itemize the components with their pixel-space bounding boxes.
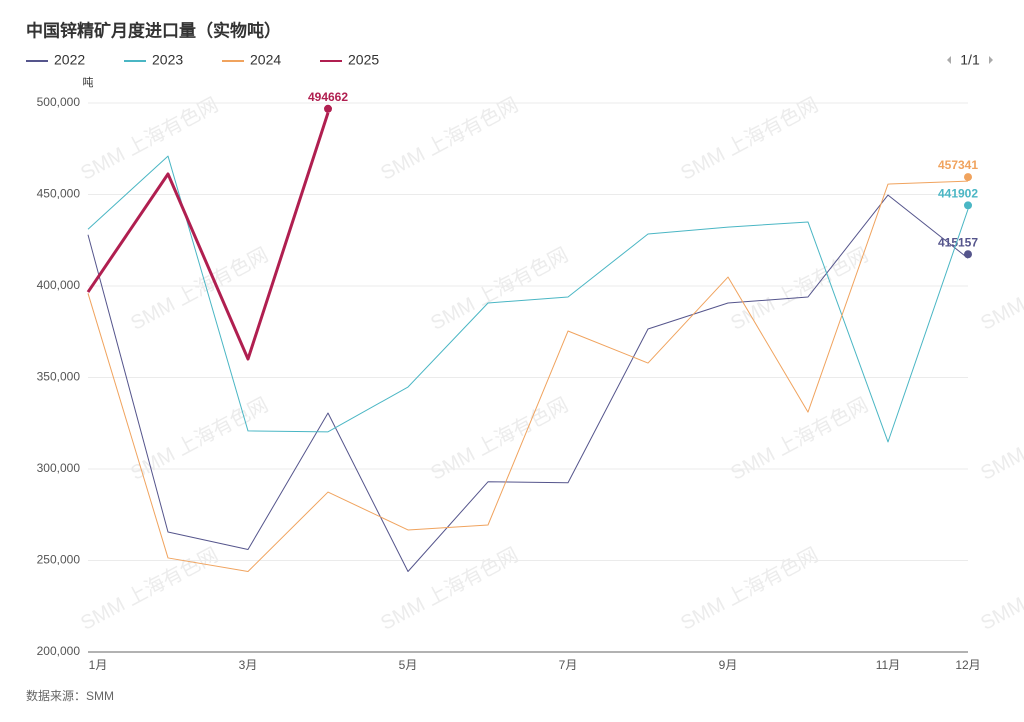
y-tick-label: 400,000 xyxy=(37,278,81,292)
y-tick-label: 350,000 xyxy=(37,370,81,384)
series-line xyxy=(87,180,969,572)
y-tick-label: 500,000 xyxy=(37,95,81,109)
watermark: SMM 上海有色网 xyxy=(977,243,1024,335)
series-line xyxy=(86,112,330,361)
data-label: 441902 xyxy=(938,186,978,200)
chart-title: 中国锌精矿月度进口量（实物吨） xyxy=(26,20,281,40)
watermark: SMM 上海有色网 xyxy=(727,393,872,485)
watermark: SMM 上海有色网 xyxy=(727,243,872,335)
watermark: SMM 上海有色网 xyxy=(377,543,522,635)
data-label: 457341 xyxy=(938,158,978,172)
x-tick-label: 12月 xyxy=(955,658,980,672)
legend-label: 2025 xyxy=(348,52,379,68)
watermark: SMM 上海有色网 xyxy=(377,93,522,185)
end-marker xyxy=(964,173,972,182)
x-tick-label: 11月 xyxy=(876,658,900,672)
x-tick-label: 3月 xyxy=(239,658,258,672)
page-next[interactable] xyxy=(989,56,993,64)
end-marker xyxy=(324,104,332,113)
page-prev[interactable] xyxy=(947,56,951,64)
data-label: 415157 xyxy=(938,235,978,249)
watermark: SMM 上海有色网 xyxy=(977,543,1024,635)
x-tick-label: 7月 xyxy=(559,658,578,672)
x-tick-label: 5月 xyxy=(399,658,418,672)
watermark: SMM 上海有色网 xyxy=(77,93,222,185)
y-tick-label: 200,000 xyxy=(37,644,81,658)
watermark: SMM 上海有色网 xyxy=(427,393,572,485)
legend-label: 2022 xyxy=(54,52,85,68)
watermark: SMM 上海有色网 xyxy=(677,93,822,185)
y-tick-label: 300,000 xyxy=(37,461,81,475)
y-tick-label: 250,000 xyxy=(37,553,81,567)
source: 数据来源：SMM xyxy=(26,688,114,703)
watermark: SMM 上海有色网 xyxy=(427,243,572,335)
y-tick-label: 450,000 xyxy=(37,187,81,201)
series-line xyxy=(87,194,969,572)
watermark: SMM 上海有色网 xyxy=(127,243,272,335)
end-marker xyxy=(964,201,972,210)
end-marker xyxy=(964,250,972,259)
watermark: SMM 上海有色网 xyxy=(677,543,822,635)
data-label: 494662 xyxy=(308,90,348,104)
legend-label: 2024 xyxy=(250,52,281,68)
series-line xyxy=(87,155,969,443)
y-unit: 吨 xyxy=(83,76,94,89)
x-tick-label: 1月 xyxy=(89,658,108,672)
watermarks: SMM 上海有色网 SMM 上海有色网 SMM 上海有色网 SMM 上海有色网 SMM … xyxy=(77,93,1024,635)
x-tick-label: 9月 xyxy=(719,658,738,672)
watermark: SMM 上海有色网 xyxy=(77,543,222,635)
page-indicator: 1/1 xyxy=(960,52,980,68)
watermark: SMM 上海有色网 xyxy=(127,393,272,485)
legend-label: 2023 xyxy=(152,52,183,68)
watermark: SMM 上海有色网 xyxy=(977,393,1024,485)
